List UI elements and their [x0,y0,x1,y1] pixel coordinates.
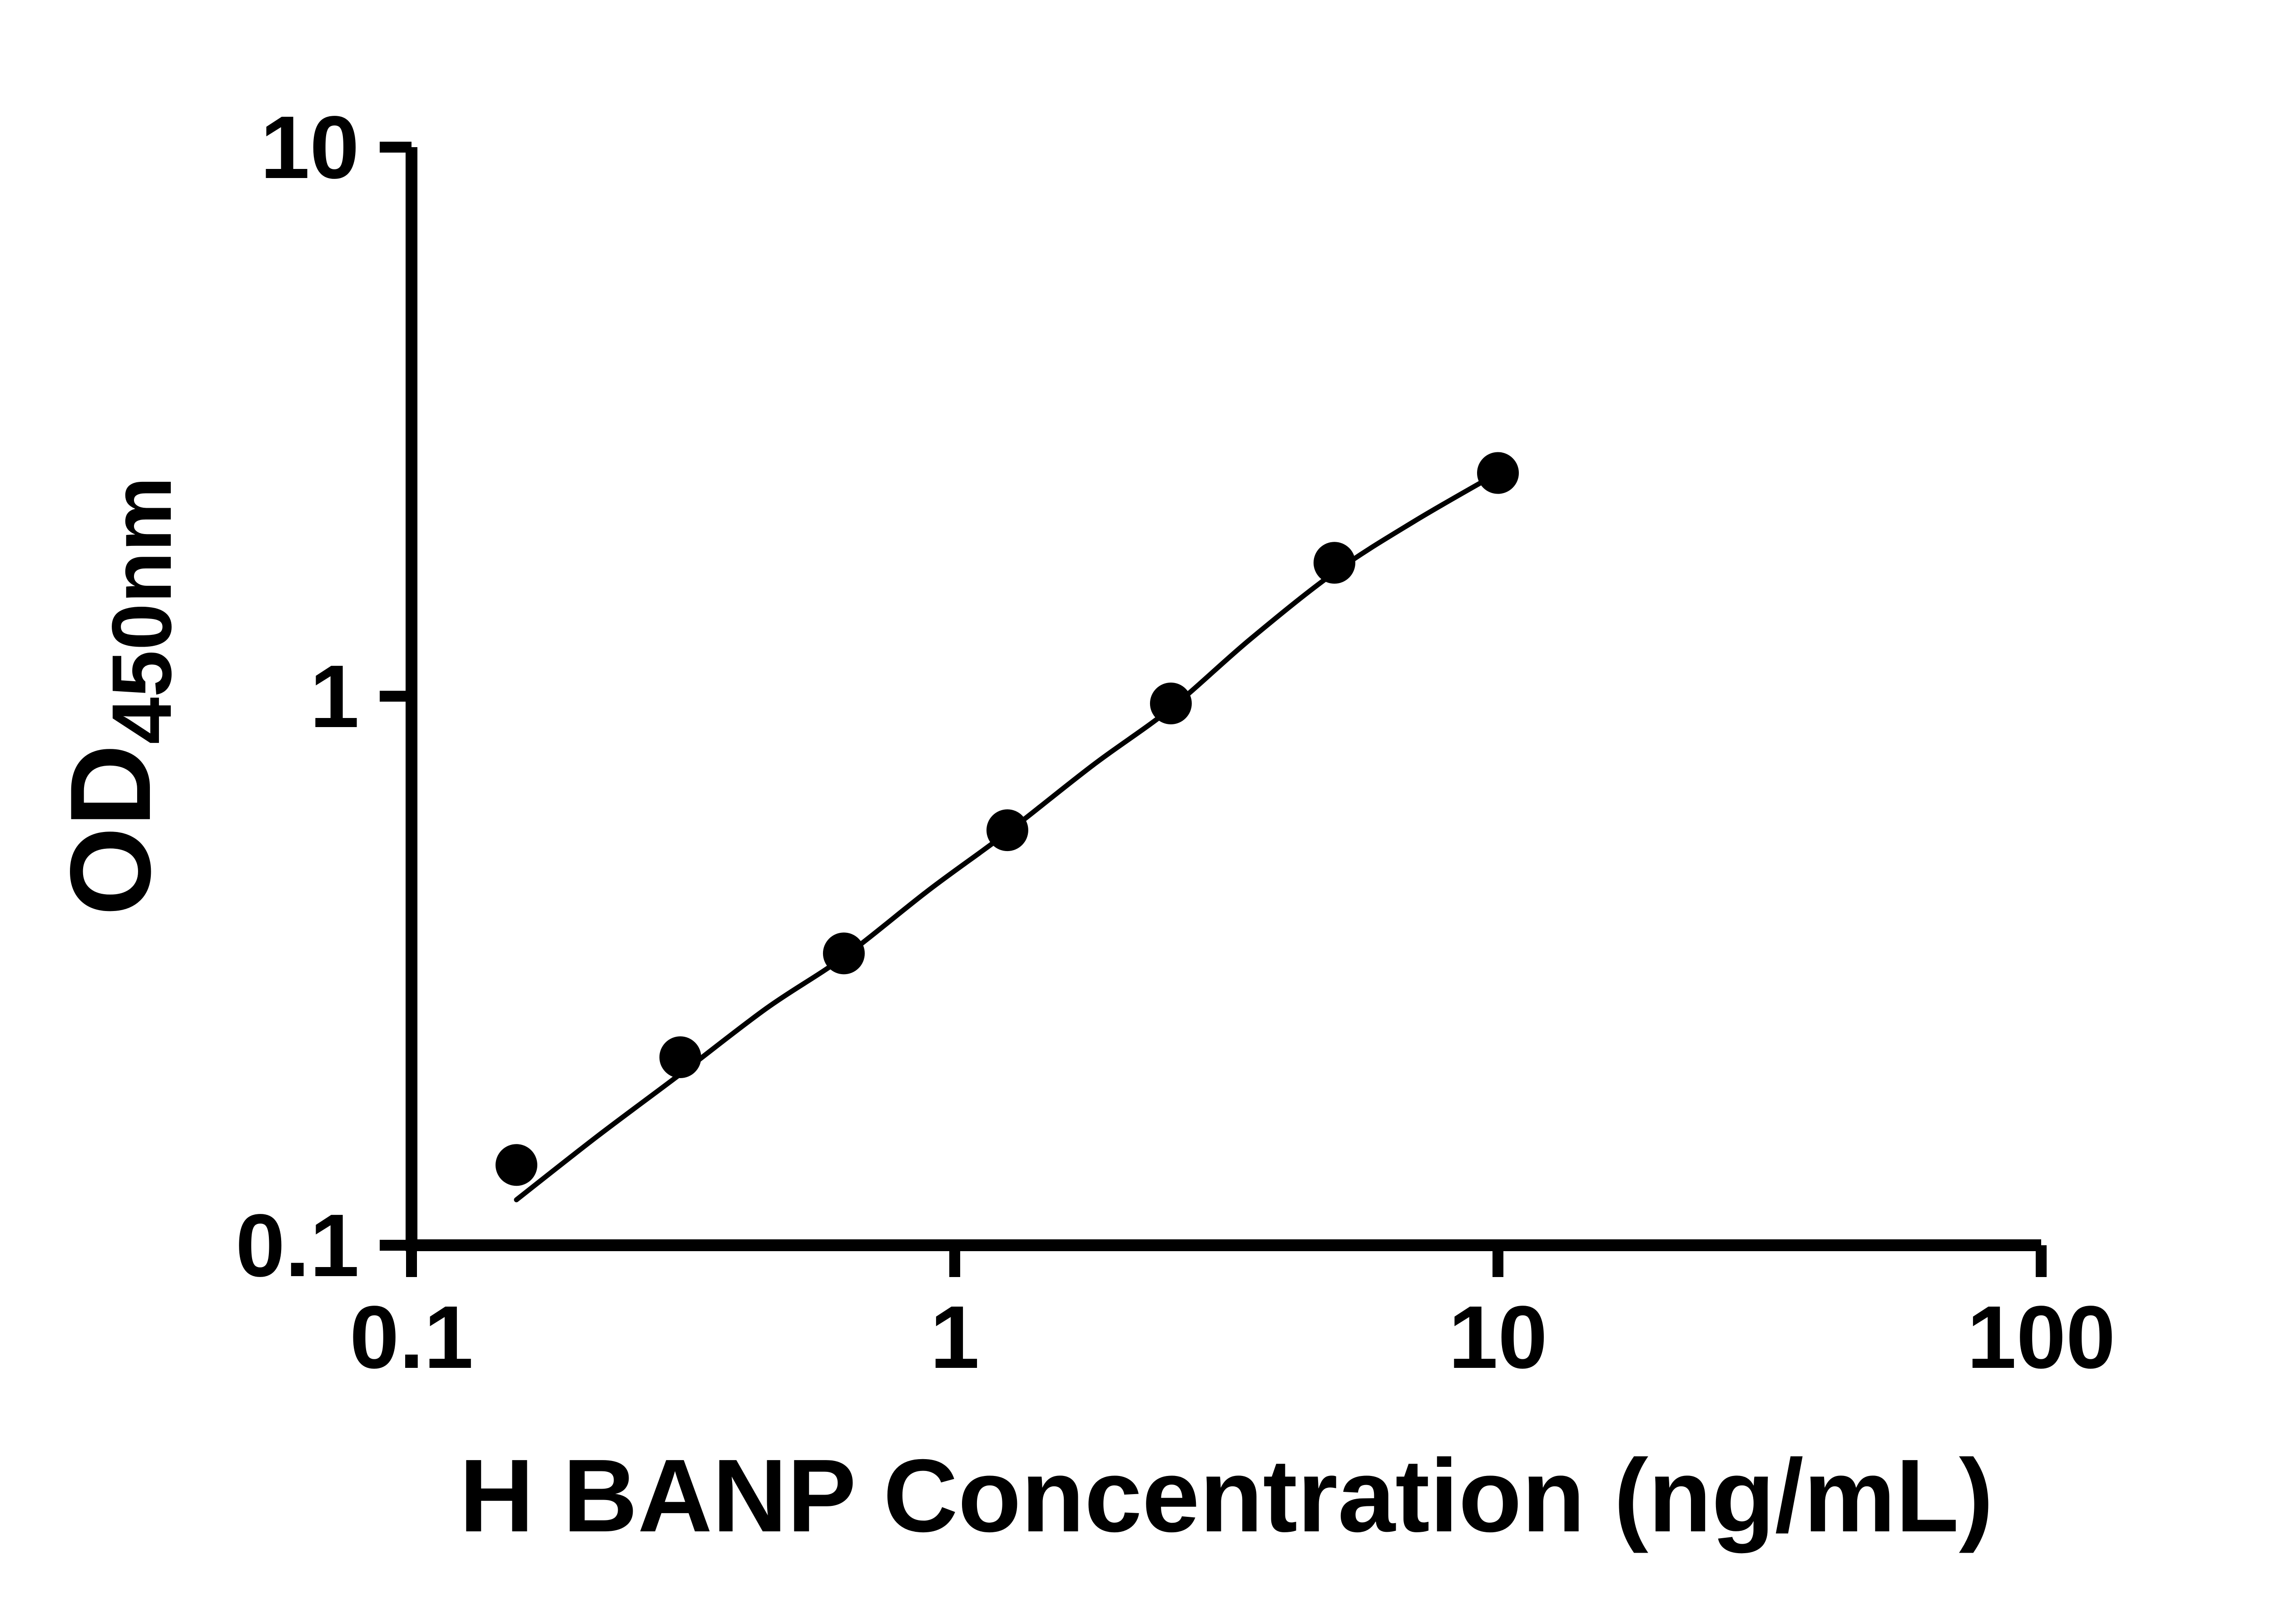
y-axis-title: OD450nm [47,476,189,916]
y-axis-title-main: OD [47,744,174,916]
x-tick-label: 0.1 [350,1287,473,1387]
data-point [1477,452,1519,494]
x-axis-title: H BANP Concentration (ng/mL) [459,1438,1993,1554]
data-layer [496,452,1519,1203]
data-point [1314,542,1355,584]
axes-layer: 0.1 1 10 100 0.1 1 10 [236,98,2116,1387]
data-point [496,1144,537,1186]
y-tick-label: 10 [260,98,359,197]
data-point [823,932,865,975]
y-tick-label: 1 [310,647,359,746]
data-point [1150,683,1192,724]
x-tick-label: 10 [1448,1287,1547,1387]
x-tick-label: 100 [1967,1287,2115,1387]
axis-spines [406,147,2041,1251]
y-axis-title-subscript: 450nm [95,476,189,744]
y-tick-label: 0.1 [236,1196,359,1295]
x-tick-label: 1 [930,1287,979,1387]
data-point [986,809,1028,852]
data-point [659,1036,701,1078]
